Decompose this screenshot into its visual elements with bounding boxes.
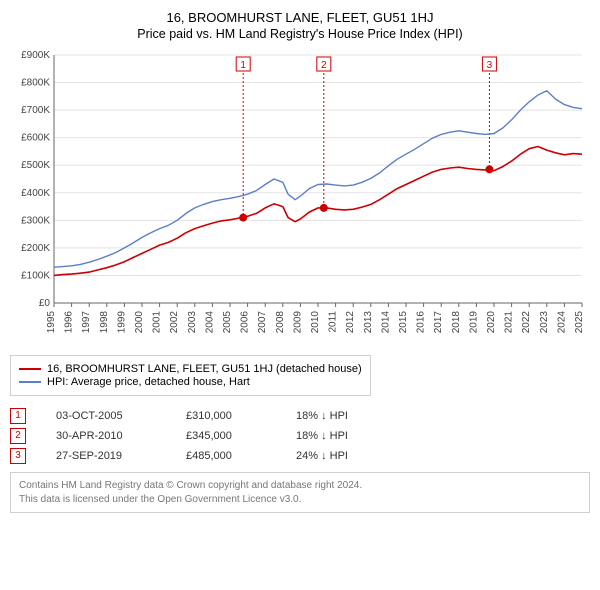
svg-text:1999: 1999 — [116, 311, 127, 334]
sale-date: 27-SEP-2019 — [56, 450, 156, 462]
svg-text:£0: £0 — [39, 298, 51, 309]
sale-hpi-delta: 18% ↓ HPI — [296, 430, 386, 442]
svg-text:2006: 2006 — [240, 311, 251, 334]
sale-marker-icon: 2 — [10, 428, 26, 444]
svg-text:£700K: £700K — [21, 105, 50, 116]
svg-text:2002: 2002 — [169, 311, 180, 334]
legend-label: HPI: Average price, detached house, Hart — [47, 376, 250, 388]
svg-text:2024: 2024 — [556, 311, 567, 334]
page-title: 16, BROOMHURST LANE, FLEET, GU51 1HJ — [10, 10, 590, 25]
sale-date: 03-OCT-2005 — [56, 410, 156, 422]
svg-text:2003: 2003 — [187, 311, 198, 334]
sale-price: £310,000 — [186, 410, 266, 422]
svg-text:1: 1 — [240, 60, 246, 71]
legend-swatch — [19, 381, 41, 383]
sale-row: 3 27-SEP-2019 £485,000 24% ↓ HPI — [10, 448, 590, 464]
footer-line: This data is licensed under the Open Gov… — [19, 493, 581, 507]
svg-text:2008: 2008 — [275, 311, 286, 334]
svg-text:1995: 1995 — [46, 311, 57, 334]
svg-text:2021: 2021 — [504, 311, 515, 334]
sale-hpi-delta: 18% ↓ HPI — [296, 410, 386, 422]
svg-text:2007: 2007 — [257, 311, 268, 334]
svg-text:£200K: £200K — [21, 243, 50, 254]
legend-label: 16, BROOMHURST LANE, FLEET, GU51 1HJ (de… — [47, 363, 362, 375]
svg-text:2018: 2018 — [451, 311, 462, 334]
svg-text:2010: 2010 — [310, 311, 321, 334]
svg-text:2015: 2015 — [398, 311, 409, 334]
svg-text:2023: 2023 — [539, 311, 550, 334]
sale-marker-icon: 3 — [10, 448, 26, 464]
svg-text:2016: 2016 — [416, 311, 427, 334]
sale-row: 1 03-OCT-2005 £310,000 18% ↓ HPI — [10, 408, 590, 424]
svg-text:2005: 2005 — [222, 311, 233, 334]
svg-text:1996: 1996 — [64, 311, 75, 334]
svg-text:2000: 2000 — [134, 311, 145, 334]
svg-text:2011: 2011 — [328, 311, 339, 333]
legend-item: HPI: Average price, detached house, Hart — [19, 376, 362, 388]
svg-text:2022: 2022 — [521, 311, 532, 334]
svg-text:2001: 2001 — [152, 311, 163, 334]
sale-price: £485,000 — [186, 450, 266, 462]
svg-text:2004: 2004 — [204, 311, 215, 334]
sales-table: 1 03-OCT-2005 £310,000 18% ↓ HPI 2 30-APR-201… — [10, 408, 590, 464]
svg-text:£300K: £300K — [21, 215, 50, 226]
chart: £0 £100K £200K £300K £400K £500K £600K £700K £80… — [10, 49, 590, 349]
sale-row: 2 30-APR-2010 £345,000 18% ↓ HPI — [10, 428, 590, 444]
svg-text:2014: 2014 — [380, 311, 391, 334]
legend-item: 16, BROOMHURST LANE, FLEET, GU51 1HJ (de… — [19, 363, 362, 375]
legend: 16, BROOMHURST LANE, FLEET, GU51 1HJ (de… — [10, 355, 371, 396]
footer-line: Contains HM Land Registry data © Crown c… — [19, 479, 581, 493]
line-chart-svg: £0 £100K £200K £300K £400K £500K £600K £700K £80… — [10, 49, 590, 349]
svg-text:2012: 2012 — [345, 311, 356, 334]
svg-text:2025: 2025 — [574, 311, 585, 334]
svg-text:2: 2 — [321, 60, 327, 71]
svg-text:2009: 2009 — [292, 311, 303, 334]
svg-text:£100K: £100K — [21, 270, 50, 281]
sale-hpi-delta: 24% ↓ HPI — [296, 450, 386, 462]
svg-text:£500K: £500K — [21, 160, 50, 171]
sale-price: £345,000 — [186, 430, 266, 442]
legend-swatch — [19, 368, 41, 370]
svg-text:2019: 2019 — [468, 311, 479, 334]
svg-text:£600K: £600K — [21, 133, 50, 144]
svg-text:1997: 1997 — [81, 311, 92, 334]
svg-text:1998: 1998 — [99, 311, 110, 334]
svg-text:2017: 2017 — [433, 311, 444, 334]
svg-text:2013: 2013 — [363, 311, 374, 334]
svg-text:£900K: £900K — [21, 50, 50, 61]
svg-text:£800K: £800K — [21, 78, 50, 89]
sale-date: 30-APR-2010 — [56, 430, 156, 442]
sale-marker-icon: 1 — [10, 408, 26, 424]
svg-text:2020: 2020 — [486, 311, 497, 334]
svg-text:£400K: £400K — [21, 188, 50, 199]
page-subtitle: Price paid vs. HM Land Registry's House … — [10, 27, 590, 41]
svg-text:3: 3 — [487, 60, 493, 71]
footer-attribution: Contains HM Land Registry data © Crown c… — [10, 472, 590, 513]
